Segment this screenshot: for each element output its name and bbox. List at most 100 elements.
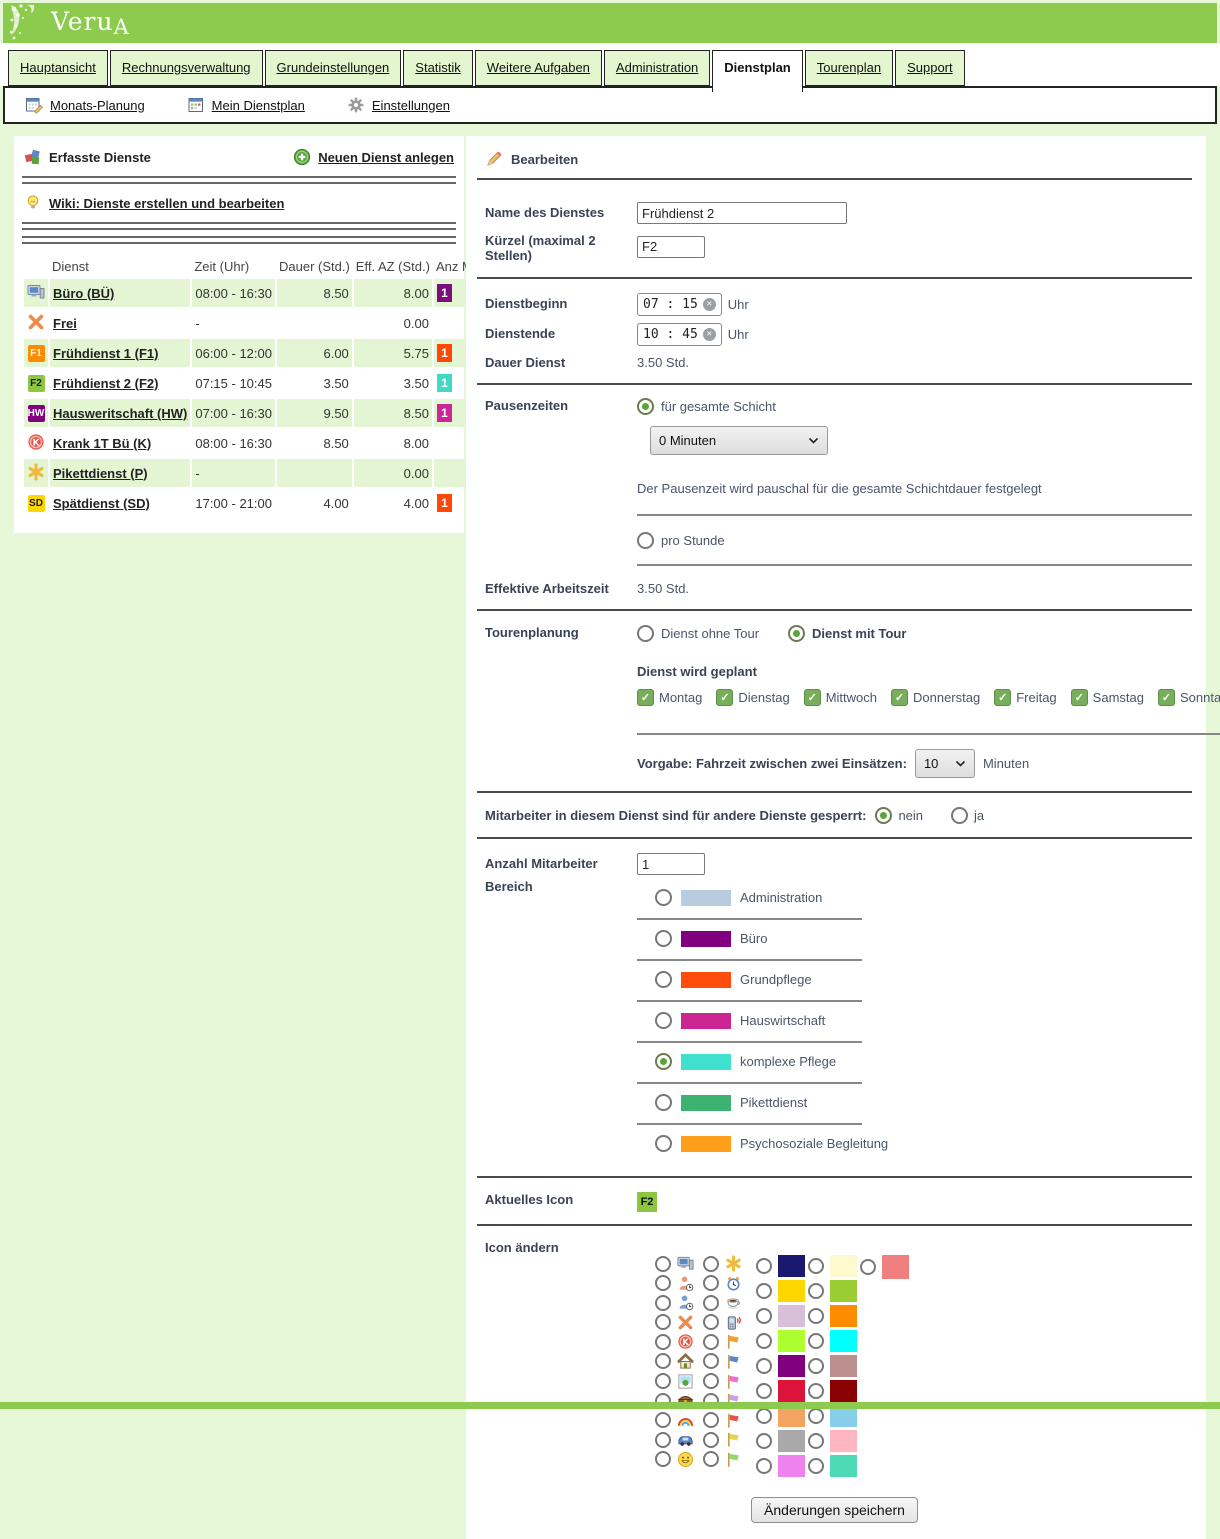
subnav-item-monats-planung[interactable]: Monats-Planung — [25, 96, 145, 114]
service-link[interactable]: Frühdienst 1 (F1) — [53, 345, 159, 361]
pause-minuten-select[interactable]: 0 Minuten — [650, 426, 828, 455]
kuerzel-input[interactable] — [637, 235, 705, 258]
icon-option-flag-blue[interactable] — [703, 1353, 742, 1370]
icon-option-flag-yellow[interactable] — [703, 1431, 742, 1448]
icon-radio[interactable] — [756, 1283, 772, 1299]
icon-option-house[interactable] — [655, 1353, 694, 1370]
clear-time-icon[interactable]: ✕ — [702, 298, 716, 311]
anzahl-mitarbeiter-input[interactable] — [637, 853, 705, 875]
color-option-191970[interactable] — [756, 1255, 805, 1277]
icon-option-k[interactable]: K — [655, 1333, 694, 1350]
icon-option-flag-red[interactable] — [703, 1412, 742, 1429]
bereich-option-büro[interactable]: Büro — [637, 920, 1192, 959]
service-link[interactable]: Frühdienst 2 (F2) — [53, 375, 159, 391]
color-option-F08080[interactable] — [860, 1255, 909, 1279]
subnav-item-einstellungen[interactable]: Einstellungen — [347, 96, 450, 114]
icon-radio[interactable] — [808, 1458, 824, 1474]
checkbox-freitag[interactable]: ✓ Freitag — [994, 689, 1057, 706]
service-link[interactable]: Krank 1T Bü (K) — [53, 435, 152, 451]
icon-radio[interactable] — [655, 1431, 671, 1448]
radio-dienst-ohne-tour[interactable] — [637, 625, 654, 642]
icon-radio[interactable] — [655, 1333, 671, 1350]
bereich-option-komplexe-pflege[interactable]: komplexe Pflege — [637, 1043, 1192, 1082]
radio-dienst-mit-tour[interactable] — [788, 625, 806, 642]
bereich-radio[interactable] — [655, 889, 672, 906]
icon-radio[interactable] — [756, 1308, 772, 1324]
icon-radio[interactable] — [756, 1358, 772, 1374]
checkbox-donnerstag[interactable]: ✓ Donnerstag — [890, 689, 980, 706]
tab-statistik[interactable]: Statistik — [403, 50, 473, 86]
color-option-BC8F8F[interactable] — [808, 1355, 857, 1377]
icon-option-smiley[interactable] — [655, 1451, 694, 1468]
color-option-EE82EE[interactable] — [756, 1455, 805, 1477]
wiki-link[interactable]: Wiki: Dienste erstellen und bearbeiten — [22, 186, 456, 220]
tab-tourenplan[interactable]: Tourenplan — [804, 50, 894, 86]
icon-radio[interactable] — [655, 1353, 671, 1370]
icon-option-picture[interactable] — [655, 1373, 694, 1390]
tab-rechnungsverwaltung[interactable]: Rechnungsverwaltung — [109, 50, 263, 86]
color-option-DC143C[interactable] — [756, 1380, 805, 1402]
service-link[interactable]: Büro (BÜ) — [53, 285, 115, 301]
bereich-radio[interactable] — [655, 1094, 672, 1111]
bereich-option-hauswirtschaft[interactable]: Hauswirtschaft — [637, 1002, 1192, 1041]
bereich-radio[interactable] — [655, 971, 672, 988]
color-option-800080[interactable] — [756, 1355, 805, 1377]
service-link[interactable]: Hausweritschaft (HW) — [53, 405, 188, 421]
color-option-4EDAB5[interactable] — [808, 1455, 857, 1477]
icon-radio[interactable] — [703, 1294, 719, 1311]
icon-option-rainbow[interactable] — [655, 1412, 694, 1429]
fahrzeit-select[interactable]: 10 — [914, 749, 975, 778]
subnav-item-mein-dienstplan[interactable]: Mein Dienstplan — [187, 96, 305, 114]
icon-radio[interactable] — [703, 1333, 719, 1350]
icon-radio[interactable] — [808, 1283, 824, 1299]
service-link[interactable]: Spätdienst (SD) — [53, 495, 150, 511]
bereich-option-grundpflege[interactable]: Grundpflege — [637, 961, 1192, 1000]
icon-radio[interactable] — [703, 1255, 719, 1272]
icon-radio[interactable] — [756, 1383, 772, 1399]
tab-administration[interactable]: Administration — [603, 50, 711, 86]
icon-radio[interactable] — [808, 1433, 824, 1449]
color-option-8B0000[interactable] — [808, 1380, 857, 1402]
bereich-option-administration[interactable]: Administration — [637, 879, 1192, 918]
color-option-FFB6C1[interactable] — [808, 1430, 857, 1452]
icon-radio[interactable] — [655, 1294, 671, 1311]
icon-radio[interactable] — [703, 1314, 719, 1331]
icon-radio[interactable] — [703, 1431, 719, 1448]
tab-grundeinstellungen[interactable]: Grundeinstellungen — [264, 50, 402, 86]
color-option-A9A9A9[interactable] — [756, 1430, 805, 1452]
icon-radio[interactable] — [655, 1412, 671, 1429]
checkbox-mittwoch[interactable]: ✓ Mittwoch — [803, 689, 877, 706]
icon-option-coffee[interactable] — [703, 1294, 742, 1311]
icon-radio[interactable] — [655, 1373, 671, 1390]
icon-radio[interactable] — [756, 1333, 772, 1349]
icon-option-phone[interactable] — [703, 1314, 742, 1331]
icon-radio[interactable] — [808, 1358, 824, 1374]
checkbox-sonntag[interactable]: ✓ Sonntag — [1157, 689, 1220, 706]
radio-gesperrt-nein[interactable] — [875, 807, 893, 824]
icon-radio[interactable] — [655, 1451, 671, 1468]
radio-pro-stunde[interactable] — [637, 532, 654, 549]
tab-support[interactable]: Support — [895, 50, 965, 86]
bereich-radio[interactable] — [655, 1053, 672, 1070]
icon-radio[interactable] — [808, 1258, 824, 1274]
icon-radio[interactable] — [655, 1275, 671, 1292]
icon-radio[interactable] — [756, 1258, 772, 1274]
service-link[interactable]: Pikettdienst (P) — [53, 465, 148, 481]
save-button[interactable]: Änderungen speichern — [751, 1497, 918, 1523]
icon-option-computer[interactable] — [655, 1255, 694, 1272]
icon-option-flag-orange[interactable] — [703, 1333, 742, 1350]
tab-hauptansicht[interactable]: Hauptansicht — [8, 50, 108, 86]
icon-option-alarm[interactable] — [703, 1275, 742, 1292]
icon-option-car[interactable] — [655, 1431, 694, 1448]
icon-radio[interactable] — [703, 1412, 719, 1429]
icon-radio[interactable] — [655, 1314, 671, 1331]
neuen-dienst-anlegen-link[interactable]: Neuen Dienst anlegen — [293, 148, 454, 166]
icon-radio[interactable] — [756, 1408, 772, 1424]
bereich-option-pikettdienst[interactable]: Pikettdienst — [637, 1084, 1192, 1123]
icon-option-person-orange[interactable] — [655, 1275, 694, 1292]
icon-radio[interactable] — [756, 1433, 772, 1449]
tab-dienstplan[interactable]: Dienstplan — [712, 50, 803, 92]
color-option-FF8C00[interactable] — [808, 1305, 857, 1327]
bereich-option-psychosoziale-begleitung[interactable]: Psychosoziale Begleitung — [637, 1125, 1192, 1164]
icon-radio[interactable] — [703, 1275, 719, 1292]
